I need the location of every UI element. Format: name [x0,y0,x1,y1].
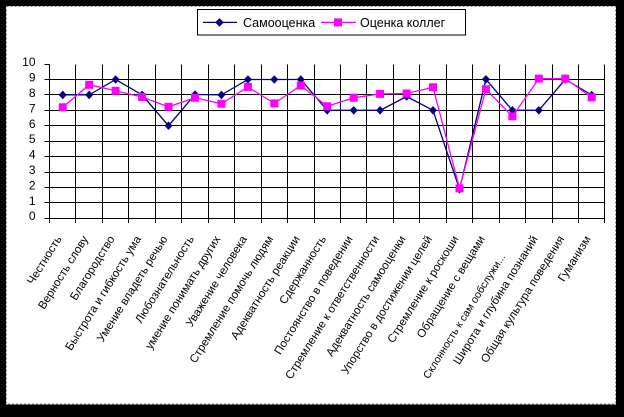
svg-text:1: 1 [29,194,36,208]
svg-text:0: 0 [29,209,36,223]
svg-text:5: 5 [29,132,36,146]
svg-text:Самооценка: Самооценка [243,16,315,30]
svg-text:10: 10 [22,55,36,69]
svg-text:3: 3 [29,163,36,177]
svg-text:6: 6 [29,117,36,131]
svg-text:2: 2 [29,178,36,192]
svg-text:Оценка коллег: Оценка коллег [360,16,446,30]
svg-text:9: 9 [29,71,36,85]
svg-text:7: 7 [29,101,36,115]
svg-text:8: 8 [29,86,36,100]
svg-text:4: 4 [29,148,36,162]
